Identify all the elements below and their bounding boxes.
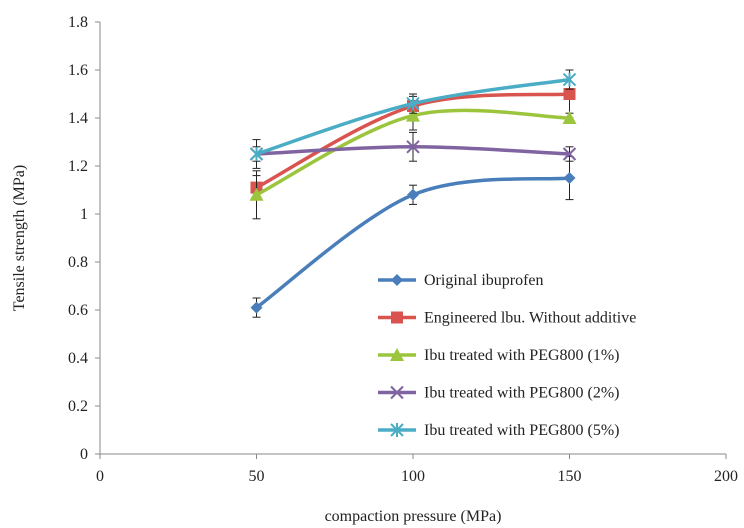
legend-label: Ibu treated with PEG800 (5%) [424,422,620,439]
data-point [249,187,264,201]
y-tick-label: 1 [80,206,88,223]
legend-label: Engineered lbu. Without additive [424,310,636,327]
x-tick-label: 200 [714,468,738,485]
data-point [250,301,263,314]
y-tick-label: 0 [80,446,88,463]
series-4 [249,131,577,162]
series-1 [250,155,576,318]
legend-label: Ibu treated with PEG800 (1%) [424,347,620,364]
legend-marker [390,348,404,361]
legend-item: Engineered lbu. Without additive [378,310,636,327]
data-point [249,147,264,161]
legend-item: Ibu treated with PEG800 (1%) [378,347,620,364]
y-tick-label: 0.8 [68,254,88,271]
x-axis-label: compaction pressure (MPa) [325,508,502,525]
legend-label: Ibu treated with PEG800 (2%) [424,385,620,402]
x-tick-label: 150 [558,468,582,485]
data-point [406,140,420,154]
legend-item: Original ibuprofen [378,272,544,289]
legend-marker [391,311,403,324]
legend-marker [390,385,404,400]
data-point [562,111,577,124]
data-point [562,72,577,87]
x-tick-label: 50 [249,468,265,485]
series-5 [249,69,577,169]
series-3 [249,100,577,220]
axes [99,22,726,455]
legend-item: Ibu treated with PEG800 (2%) [378,385,620,402]
legend-label: Original ibuprofen [424,272,544,289]
data-point [406,108,420,122]
legend-marker [390,423,404,437]
x-tick-label: 0 [96,468,104,485]
y-axis-label: Tensile strength (MPa) [11,165,28,311]
data-point [563,172,576,184]
y-tick-label: 0.6 [68,302,88,319]
x-tick-label: 100 [401,468,425,485]
y-tick-label: 1.8 [68,14,88,31]
ticks: 0 0.2 0.4 0.6 0.8 1 1.2 1.4 1.6 1.8 0 50 100 150 200 [68,14,738,485]
y-tick-label: 0.2 [68,398,88,415]
y-tick-label: 1.2 [68,158,88,175]
series-layer [249,69,577,318]
y-tick-label: 1.4 [68,110,88,127]
data-point [406,96,420,111]
data-point [563,88,576,100]
y-tick-label: 1.6 [68,62,88,79]
data-point [407,188,419,201]
legend-item: Ibu treated with PEG800 (5%) [378,422,620,439]
legend: Original ibuprofen Engineered lbu. Withou… [378,272,636,439]
legend-marker [391,274,403,286]
data-point [562,147,577,161]
y-tick-label: 0.4 [68,350,88,367]
